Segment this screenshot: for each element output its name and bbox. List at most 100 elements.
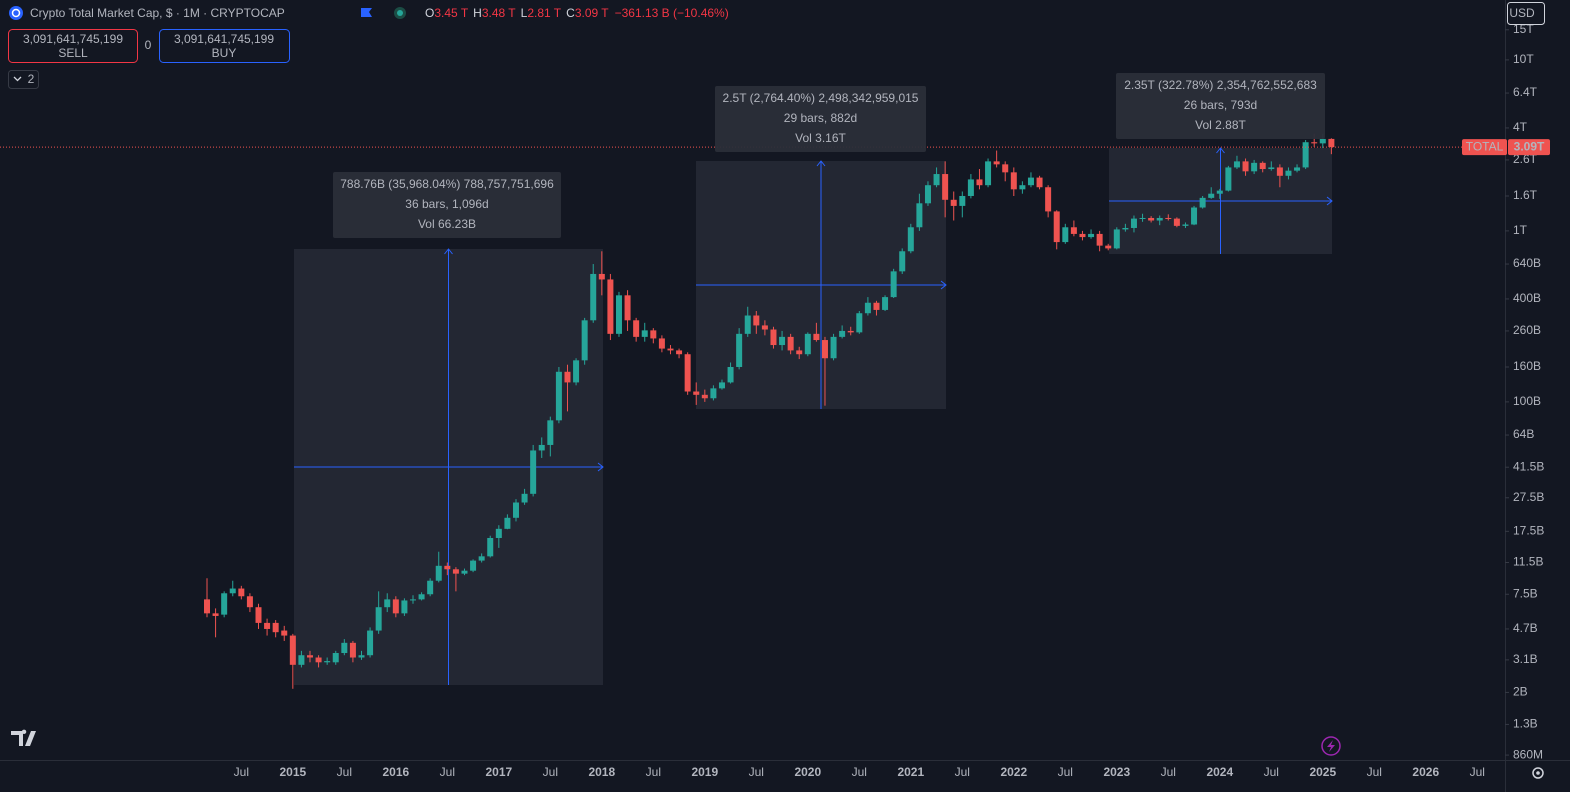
measure-label: Vol 66.23B [418, 217, 476, 231]
candle-body [933, 174, 940, 186]
measure-label: 2.35T (322.78%) 2,354,762,552,683 [1124, 78, 1317, 92]
buy-price[interactable]: 3,091,641,745,199 [174, 32, 274, 46]
candle-body [1122, 227, 1129, 230]
candle-body [821, 340, 828, 359]
candle-body [650, 330, 657, 339]
candle-body [736, 333, 743, 367]
x-tick-label: Jul [749, 765, 764, 779]
measure-arrow-head [816, 160, 826, 167]
candle-body [212, 613, 219, 616]
x-tick-label: Jul [852, 765, 867, 779]
candle-body [470, 560, 477, 571]
candle-body [787, 336, 794, 351]
candle-body [530, 450, 537, 494]
y-tick-label: 260B [1513, 323, 1541, 337]
candle-body [461, 570, 468, 574]
measure-label: 26 bars, 793d [1184, 98, 1257, 112]
tv-logo [11, 729, 36, 746]
y-tick-label: 10T [1513, 52, 1534, 66]
candle-body [1139, 217, 1146, 219]
candle-body [864, 302, 871, 314]
y-tick-label: 7.5B [1513, 586, 1538, 600]
candle-body [229, 588, 236, 594]
candle-body [512, 502, 519, 518]
ohlc-key: O [425, 6, 434, 20]
candle-body [538, 444, 545, 451]
settings-icon-center [1536, 771, 1540, 775]
x-tick-label: Jul [1264, 765, 1279, 779]
candle-body [1216, 190, 1223, 194]
y-tick-label: 4T [1513, 120, 1528, 134]
candle-body [856, 313, 863, 333]
measure-label: 29 bars, 882d [784, 111, 857, 125]
measure-label: 2.5T (2,764.40%) 2,498,342,959,015 [723, 91, 919, 105]
candle-body [1036, 177, 1043, 188]
last-price-badge [1508, 139, 1550, 156]
x-tick-label: 2016 [382, 765, 409, 779]
candle-body [427, 580, 434, 595]
alert-icon[interactable] [1321, 736, 1341, 756]
candle-body [1225, 167, 1232, 191]
candle-body [289, 635, 296, 665]
candle-body [1096, 233, 1103, 246]
candle-body [1251, 162, 1258, 172]
x-tick-label: 2017 [485, 765, 512, 779]
candle-body [264, 622, 271, 629]
candle-body [1285, 170, 1292, 176]
candle-body [298, 655, 305, 665]
measure-arrow-head [1216, 147, 1225, 154]
candle-body [1130, 218, 1137, 228]
sell-button[interactable] [8, 29, 138, 63]
alert-bolt [1327, 740, 1335, 752]
candle-body [804, 333, 811, 355]
y-tick-label: 27.5B [1513, 490, 1544, 504]
candle-body [813, 333, 820, 341]
settings-icon[interactable] [1532, 767, 1544, 779]
market-status-dot [397, 10, 403, 16]
candle-body [624, 295, 631, 321]
x-tick-label: Jul [1161, 765, 1176, 779]
candle-body [847, 330, 854, 333]
x-tick-label: 2024 [1206, 765, 1233, 779]
measure-arrow-head [597, 462, 604, 472]
candle-body [306, 655, 313, 658]
candle-body [727, 366, 734, 383]
currency-selector[interactable] [1507, 2, 1545, 25]
candle-body [598, 273, 605, 280]
measure-label-box [1116, 73, 1325, 139]
candle-body [444, 565, 451, 570]
sell-label[interactable]: SELL [58, 46, 88, 60]
candle-body [976, 179, 983, 186]
sell-price[interactable]: 3,091,641,745,199 [23, 32, 123, 46]
candle-body [607, 279, 614, 334]
candle-body [615, 295, 622, 334]
currency[interactable]: USD [1509, 6, 1535, 20]
candle-body [504, 517, 511, 529]
candle-body [401, 600, 408, 614]
x-tick-label: 2019 [691, 765, 718, 779]
candle-body [993, 161, 1000, 165]
candle-body [667, 348, 674, 351]
x-tick-label: Jul [1470, 765, 1485, 779]
y-tick-label: 1.6T [1513, 188, 1538, 202]
candle-body [916, 203, 923, 228]
x-tick-label: 2023 [1103, 765, 1130, 779]
candle-body [1191, 207, 1198, 225]
candle-body [796, 350, 803, 355]
x-tick-label: 2015 [279, 765, 306, 779]
buy-button[interactable] [159, 29, 290, 63]
indicators-toggle[interactable] [8, 70, 39, 89]
last-price: 3.09T [1514, 139, 1545, 153]
ohlc-key: H [473, 6, 482, 20]
buy-label[interactable]: BUY [212, 46, 237, 60]
y-tick-label: 6.4T [1513, 85, 1538, 99]
candle-body [375, 607, 382, 631]
x-tick-label: Jul [1367, 765, 1382, 779]
candle-body [409, 599, 416, 601]
candle-body [1045, 187, 1052, 212]
series-name-badge [1462, 139, 1507, 156]
ohlc-key: L [521, 6, 528, 20]
x-tick-label: Jul [440, 765, 455, 779]
candle-body [573, 360, 580, 383]
candle-body [744, 315, 751, 334]
